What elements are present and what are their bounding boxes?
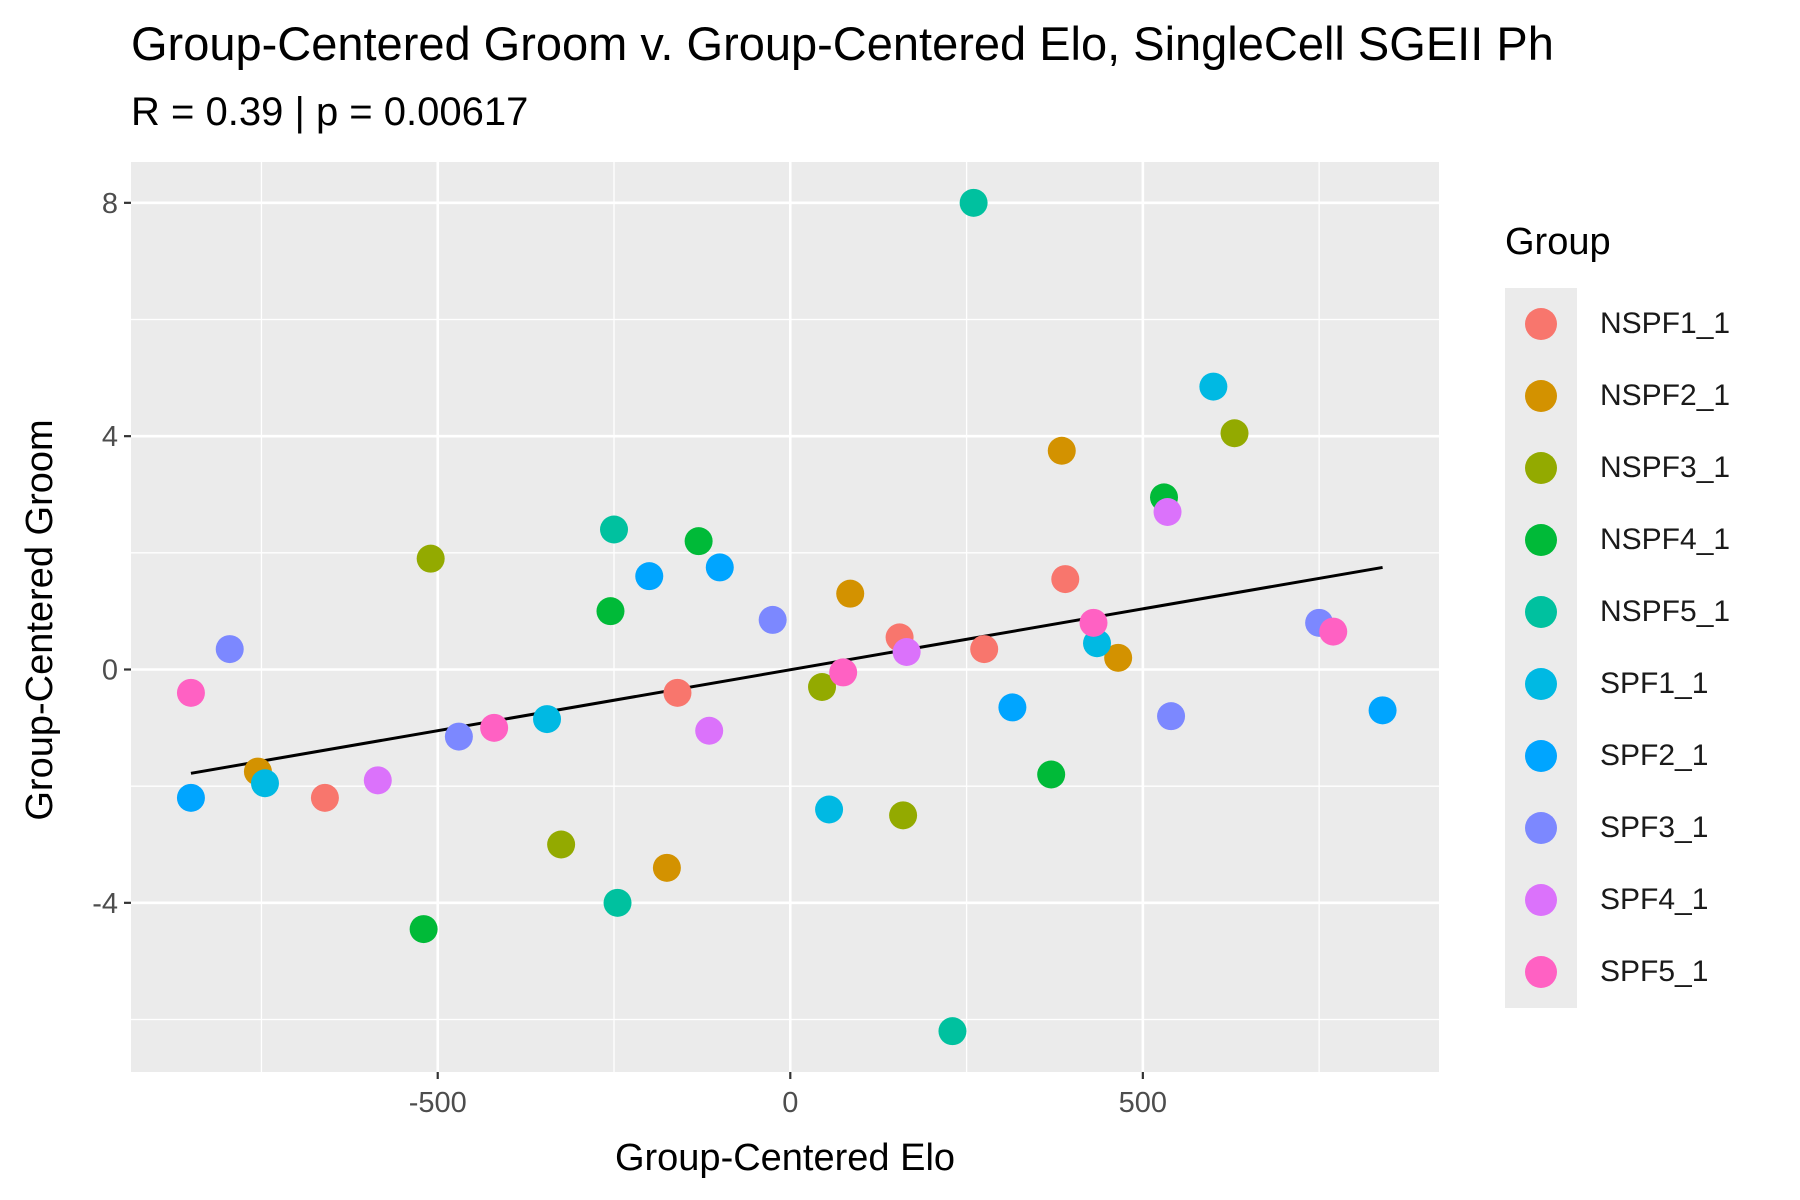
data-point-spf4-1 xyxy=(695,716,724,745)
legend-title: Group xyxy=(1505,221,1611,263)
legend-item-nspf2-1: NSPF2_1 xyxy=(1505,360,1800,432)
data-point-nspf1-1 xyxy=(310,783,339,812)
data-point-nspf1-1 xyxy=(663,678,692,707)
data-point-spf4-1 xyxy=(363,766,392,795)
x-axis-label: Group-Centered Elo xyxy=(615,1137,955,1179)
data-point-nspf2-1 xyxy=(1104,643,1133,672)
data-point-nspf2-1 xyxy=(1047,436,1076,465)
data-point-spf5-1 xyxy=(1319,617,1348,646)
y-tick-label: 0 xyxy=(102,655,118,687)
x-tick-label: 500 xyxy=(1119,1087,1167,1119)
x-tick-label: -500 xyxy=(409,1087,467,1119)
legend-swatch xyxy=(1525,380,1557,412)
legend-label: NSPF2_1 xyxy=(1600,379,1731,412)
data-point-spf4-1 xyxy=(1153,498,1182,526)
y-axis-label: Group-Centered Groom xyxy=(19,419,61,820)
data-point-nspf3-1 xyxy=(416,544,445,573)
legend-label: SPF5_1 xyxy=(1600,955,1709,988)
y-tick-label: -4 xyxy=(92,888,118,920)
data-point-spf2-1 xyxy=(998,693,1027,722)
data-point-spf3-1 xyxy=(215,635,244,664)
legend-item-spf5-1: SPF5_1 xyxy=(1505,936,1800,1008)
legend-item-spf4-1: SPF4_1 xyxy=(1505,864,1800,936)
data-point-spf2-1 xyxy=(635,562,664,591)
data-point-spf2-1 xyxy=(1368,696,1397,725)
legend-swatch xyxy=(1525,668,1557,700)
legend-swatch xyxy=(1525,596,1557,628)
legend-label: NSPF1_1 xyxy=(1600,307,1731,340)
data-point-nspf1-1 xyxy=(970,635,999,664)
data-point-spf5-1 xyxy=(829,658,858,687)
chart-subtitle: R = 0.39 | p = 0.00617 xyxy=(131,90,529,134)
legend-item-nspf5-1: NSPF5_1 xyxy=(1505,576,1800,648)
data-point-nspf3-1 xyxy=(808,673,837,701)
legend-keys: NSPF1_1 NSPF2_1 NSPF3_1 NSPF4_1 NSPF5_1 SPF1_… xyxy=(1505,288,1730,1008)
data-point-spf1-1 xyxy=(815,795,844,824)
data-point-nspf2-1 xyxy=(652,853,681,882)
legend: Group NSPF1_1 NSPF2_1 NSPF3_1 NSPF4_1 NSPF5_… xyxy=(1505,221,1730,1008)
legend-label: NSPF3_1 xyxy=(1600,451,1731,484)
legend-item-spf2-1: SPF2_1 xyxy=(1505,720,1800,792)
data-point-spf5-1 xyxy=(176,678,205,707)
legend-swatch xyxy=(1525,740,1557,772)
x-tick-label: 0 xyxy=(782,1087,798,1119)
data-point-nspf4-1 xyxy=(684,527,713,556)
data-point-spf1-1 xyxy=(250,769,279,798)
data-point-spf5-1 xyxy=(480,713,509,742)
data-point-spf1-1 xyxy=(1199,372,1228,401)
y-tick-label: 4 xyxy=(102,421,118,453)
legend-item-nspf1-1: NSPF1_1 xyxy=(1505,288,1800,360)
data-point-nspf4-1 xyxy=(596,597,625,626)
data-point-nspf5-1 xyxy=(959,188,988,217)
legend-swatch xyxy=(1525,884,1557,916)
legend-item-spf3-1: SPF3_1 xyxy=(1505,792,1800,864)
legend-swatch xyxy=(1525,452,1557,484)
data-point-nspf2-1 xyxy=(836,579,865,608)
data-point-nspf4-1 xyxy=(409,915,438,944)
y-tick-label: 8 xyxy=(102,188,118,220)
data-point-spf3-1 xyxy=(758,605,787,634)
data-point-nspf3-1 xyxy=(547,830,576,859)
legend-label: SPF4_1 xyxy=(1600,883,1709,916)
chart-title: Group-Centered Groom v. Group-Centered E… xyxy=(131,17,1554,70)
legend-swatch xyxy=(1525,308,1557,340)
data-point-nspf5-1 xyxy=(938,1017,967,1046)
data-point-nspf3-1 xyxy=(889,801,918,830)
data-point-nspf5-1 xyxy=(600,515,629,544)
legend-item-nspf4-1: NSPF4_1 xyxy=(1505,504,1800,576)
legend-swatch xyxy=(1525,524,1557,556)
legend-item-nspf3-1: NSPF3_1 xyxy=(1505,432,1800,504)
data-point-spf3-1 xyxy=(444,722,473,751)
legend-label: SPF1_1 xyxy=(1600,667,1709,700)
legend-label: SPF2_1 xyxy=(1600,739,1709,772)
data-point-spf5-1 xyxy=(1079,608,1108,637)
data-point-nspf1-1 xyxy=(1051,565,1080,594)
legend-label: NSPF5_1 xyxy=(1600,595,1731,628)
legend-item-spf1-1: SPF1_1 xyxy=(1505,648,1800,720)
trend-line xyxy=(190,565,1383,775)
legend-label: NSPF4_1 xyxy=(1600,523,1731,556)
data-point-nspf4-1 xyxy=(1037,760,1066,789)
legend-label: SPF3_1 xyxy=(1600,811,1709,844)
data-point-nspf5-1 xyxy=(603,888,632,917)
data-point-spf3-1 xyxy=(1157,702,1186,731)
data-point-spf1-1 xyxy=(533,705,562,734)
data-point-spf4-1 xyxy=(892,638,921,666)
data-point-spf2-1 xyxy=(176,783,205,812)
legend-swatch xyxy=(1525,812,1557,844)
legend-swatch xyxy=(1525,956,1557,988)
data-point-spf2-1 xyxy=(705,553,734,582)
data-point-nspf3-1 xyxy=(1220,419,1249,448)
